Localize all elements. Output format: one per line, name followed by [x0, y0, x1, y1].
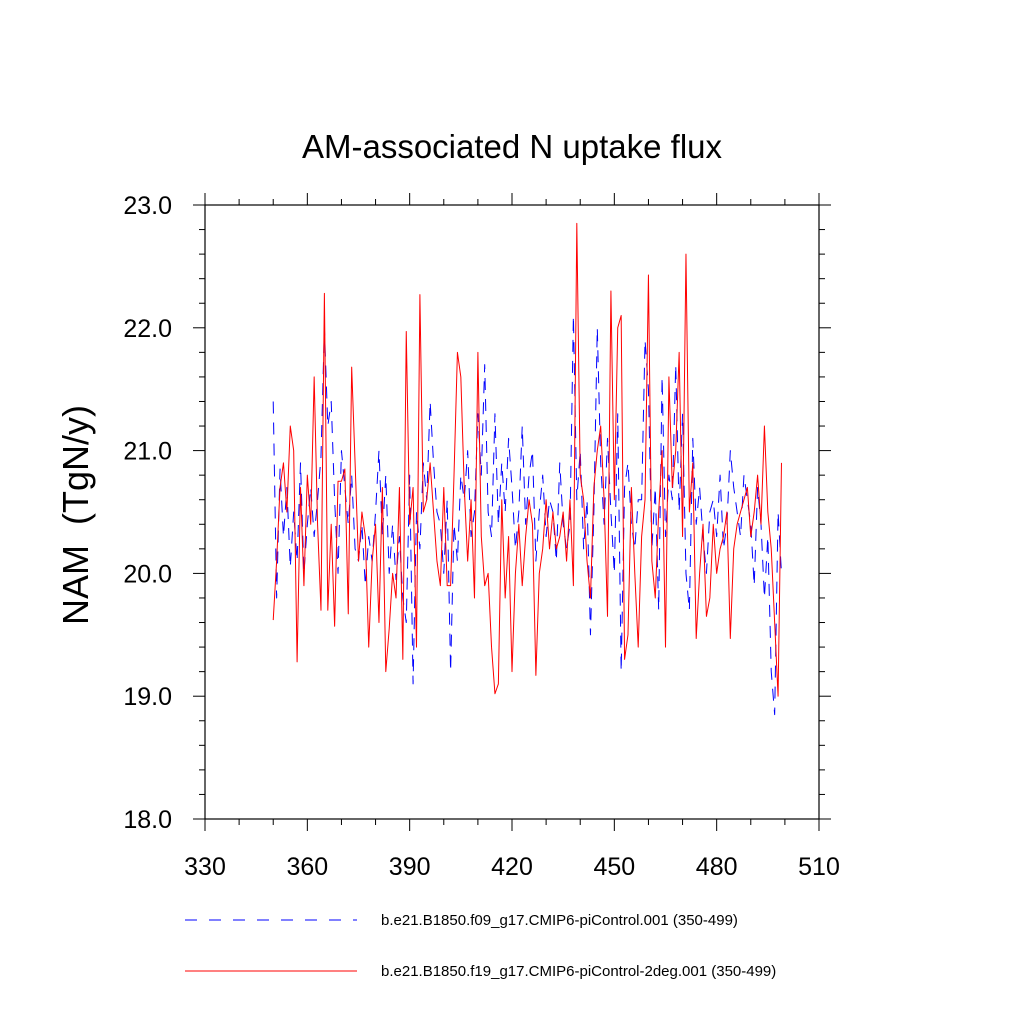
tick-labels: 330 360 390 420 450 480 510 18.0 19.0 20.0 21.0 22.…: [123, 192, 840, 881]
y-tick-label: 23.0: [123, 192, 172, 220]
x-tick-label: 360: [286, 853, 328, 881]
legend: [185, 919, 357, 972]
chart-title: AM-associated N uptake flux: [301, 128, 723, 165]
series-line-blue: [272, 315, 782, 716]
x-tick-label: 480: [696, 853, 738, 881]
x-tick-label: 450: [593, 853, 635, 881]
plot-frame: [204, 204, 820, 820]
axis-ticks: [193, 193, 831, 831]
x-tick-label: 510: [798, 853, 840, 881]
series-line-red: [272, 222, 782, 697]
x-tick-label: 420: [491, 853, 533, 881]
y-tick-label: 18.0: [123, 806, 172, 834]
y-tick-label: 20.0: [123, 560, 172, 588]
y-tick-label: 21.0: [123, 438, 172, 466]
x-tick-label: 390: [389, 853, 431, 881]
series-lines: [272, 222, 782, 716]
y-tick-label: 22.0: [123, 315, 172, 343]
x-tick-label: 330: [184, 853, 226, 881]
legend-label-red: b.e21.B1850.f19_g17.CMIP6-piControl-2deg…: [381, 963, 777, 980]
y-tick-label: 19.0: [123, 683, 172, 711]
legend-label-blue: b.e21.B1850.f09_g17.CMIP6-piControl.001 …: [381, 912, 738, 929]
